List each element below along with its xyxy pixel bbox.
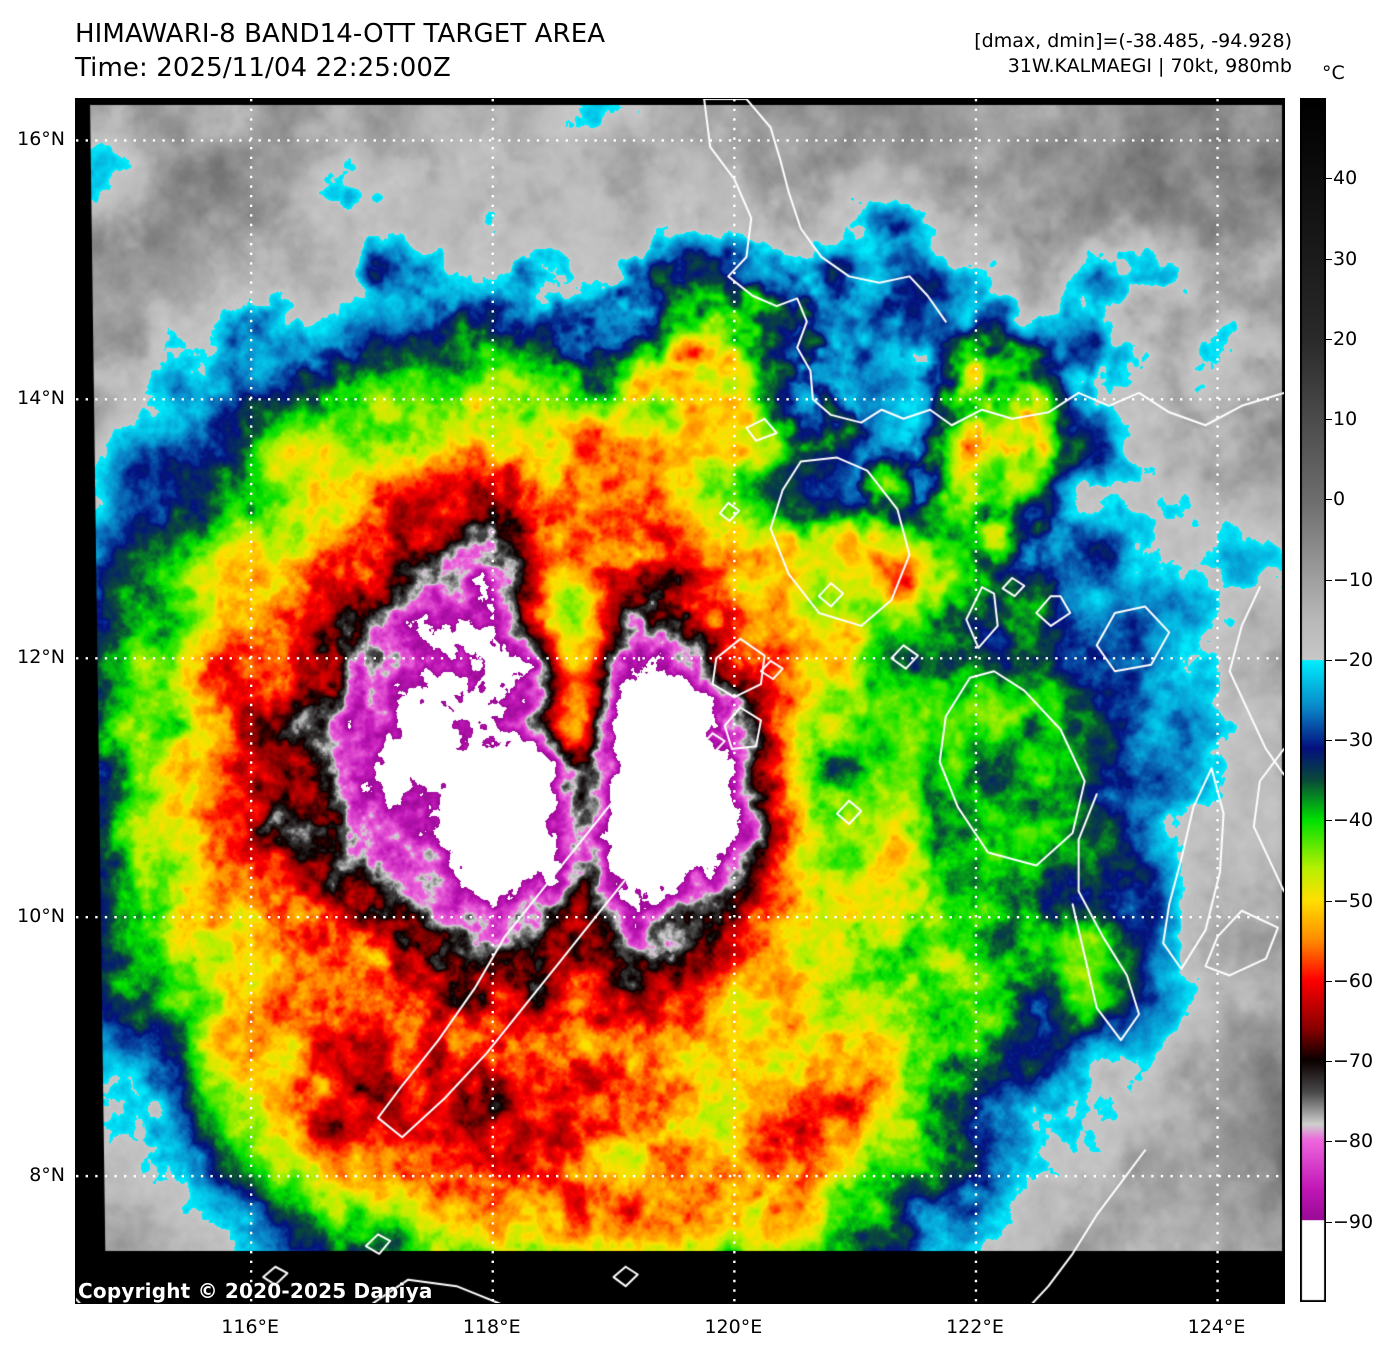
colorbar-tick-mark: [1326, 178, 1332, 180]
colorbar-tick-label: 10: [1333, 408, 1358, 431]
copyright-label: Copyright © 2020-2025 Dapiya: [78, 1279, 433, 1303]
x-axis-tick-label: 124°E: [1187, 1316, 1246, 1338]
colorbar-tick-label: 20: [1333, 327, 1358, 350]
colorbar-unit-label: °C: [1322, 62, 1345, 84]
y-axis-tick-label: 12°N: [17, 646, 65, 669]
y-axis-tick-label: 14°N: [17, 387, 65, 410]
x-axis-tick-label: 120°E: [704, 1316, 763, 1338]
colorbar-tick-mark: [1326, 980, 1332, 982]
colorbar-tick-label: −60: [1333, 969, 1374, 992]
colorbar-tick-mark: [1326, 1061, 1332, 1063]
observation-time: Time: 2025/11/04 22:25:00Z: [75, 52, 451, 83]
colorbar-tick-mark: [1326, 579, 1332, 581]
y-axis-tick-label: 8°N: [29, 1164, 65, 1187]
title-block: HIMAWARI-8 BAND14-OTT TARGET AREA Time: …: [75, 18, 605, 86]
colorbar-tick-label: −20: [1333, 648, 1374, 671]
x-axis-tick-label: 122°E: [946, 1316, 1004, 1338]
colorbar-tick-label: 40: [1333, 167, 1358, 190]
colorbar-tick-mark: [1326, 1221, 1332, 1223]
colorbar-tick-label: −70: [1333, 1050, 1374, 1073]
graticule-overlay: [76, 99, 1284, 1303]
temperature-colorbar[interactable]: [1300, 98, 1326, 1302]
colorbar-tick-mark: [1326, 820, 1332, 822]
colorbar-tick-mark: [1326, 419, 1332, 421]
colorbar-tick-label: 0: [1333, 488, 1346, 511]
colorbar-tick-mark: [1326, 1141, 1332, 1143]
x-axis-tick-label: 116°E: [221, 1316, 280, 1338]
annotation-block: [dmax, dmin]=(-38.485, -94.928) 31W.KALM…: [974, 29, 1292, 80]
colorbar-tick-label: −40: [1333, 809, 1374, 832]
colorbar-tick-mark: [1326, 258, 1332, 260]
x-axis-tick-label: 118°E: [462, 1316, 521, 1338]
infrared-imagery-canvas: [76, 99, 1284, 1303]
colorbar-tick-label: −10: [1333, 568, 1374, 591]
colorbar-tick-mark: [1326, 499, 1332, 501]
colorbar-gradient: [1300, 98, 1326, 1302]
data-range-label: [dmax, dmin]=(-38.485, -94.928): [974, 30, 1292, 52]
colorbar-tick-label: −80: [1333, 1130, 1374, 1153]
colorbar-tick-mark: [1326, 338, 1332, 340]
colorbar-tick-label: −50: [1333, 889, 1374, 912]
colorbar-tick-mark: [1326, 900, 1332, 902]
satellite-map[interactable]: [75, 98, 1285, 1304]
colorbar-tick-label: −90: [1333, 1210, 1374, 1233]
colorbar-tick-mark: [1326, 740, 1332, 742]
colorbar-tick-label: −30: [1333, 729, 1374, 752]
colorbar-tick-mark: [1326, 659, 1332, 661]
storm-info-label: 31W.KALMAEGI | 70kt, 980mb: [1007, 55, 1292, 78]
y-axis-tick-label: 16°N: [17, 128, 65, 151]
page-title: HIMAWARI-8 BAND14-OTT TARGET AREA: [75, 19, 606, 49]
y-axis-tick-label: 10°N: [17, 905, 65, 928]
colorbar-tick-label: 30: [1333, 247, 1358, 270]
